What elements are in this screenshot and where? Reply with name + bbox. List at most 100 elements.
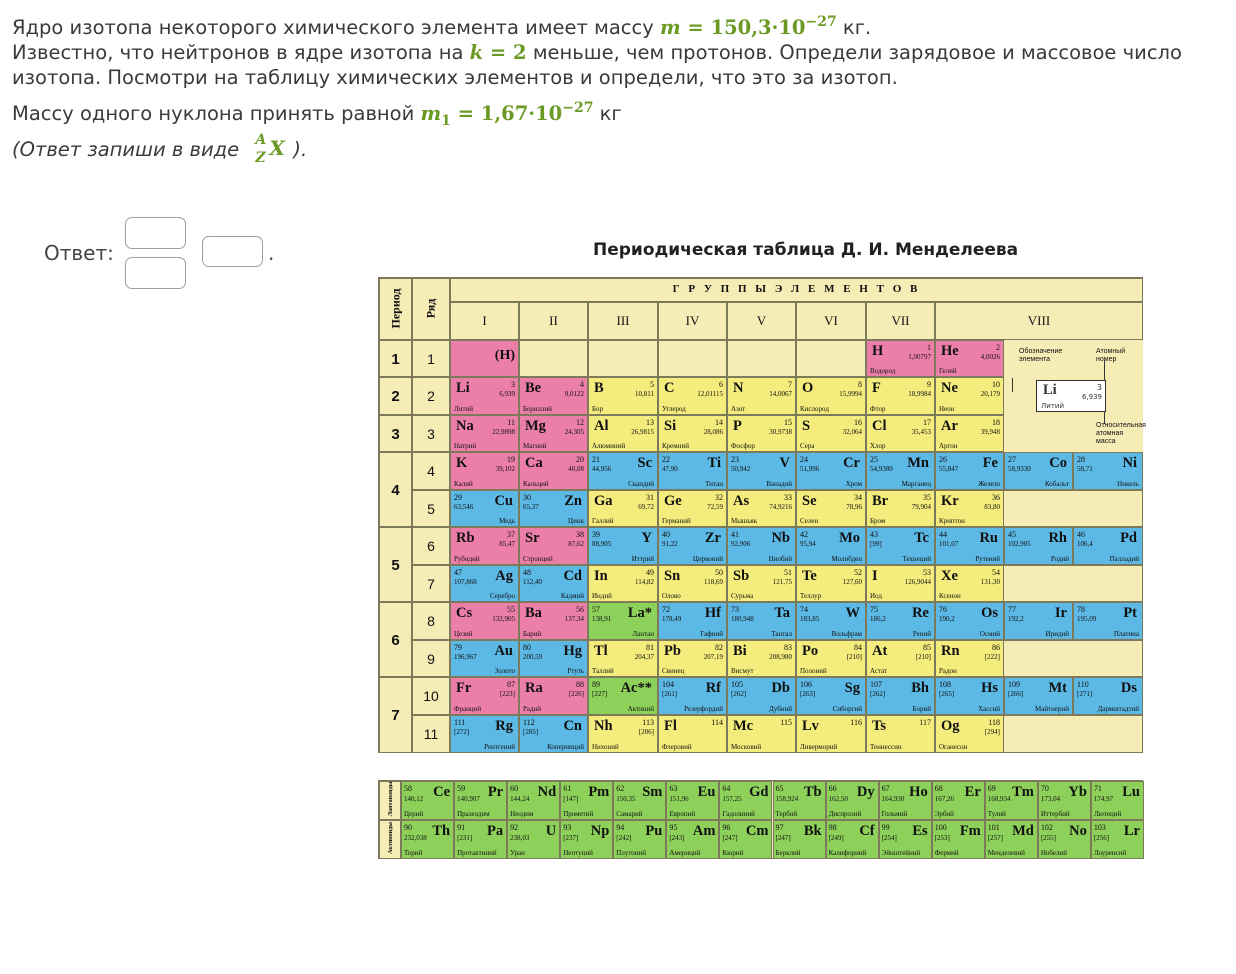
element-Ca[interactable]: Ca 20 40,08 Кальций [519, 452, 588, 490]
element-Db[interactable]: Db 105 [262] Дубний [727, 677, 796, 715]
element-Sr[interactable]: Sr 38 87,62 Стронций [519, 527, 588, 565]
element-Lv[interactable]: Lv 116 Ливерморий [796, 715, 866, 753]
element-P[interactable]: P 15 30,9738 Фосфор [727, 415, 796, 452]
element-Nd[interactable]: 60 Nd 144,24 Неодим [507, 781, 561, 820]
element-Hf[interactable]: Hf 72 178,49 Гафний [658, 602, 727, 640]
element-Nb[interactable]: Nb 41 92,906 Ниобий [727, 527, 796, 565]
element-Sm[interactable]: 62 Sm 150,35 Самарий [613, 781, 667, 820]
element-Lu[interactable]: 71 Lu 174,97 Лютеций [1090, 781, 1144, 820]
element-Pd[interactable]: Pd 46 106,4 Палладий [1073, 527, 1143, 565]
element-Dy[interactable]: 66 Dy 162,50 Диспрозий [825, 781, 879, 820]
element-W[interactable]: W 74 183,85 Вольфрам [796, 602, 866, 640]
element-Rn[interactable]: Rn 86 [222] Радон [935, 640, 1004, 677]
element-Ge[interactable]: Ge 32 72,59 Германий [658, 490, 727, 527]
element-S[interactable]: S 16 32,064 Сера [796, 415, 866, 452]
element-Mn[interactable]: Mn 25 54,9380 Марганец [866, 452, 935, 490]
element-Fl[interactable]: Fl 114 Флеровий [658, 715, 727, 753]
element-K[interactable]: K 19 39,102 Калий [450, 452, 519, 490]
element-Ru[interactable]: Ru 44 101,07 Рутений [935, 527, 1004, 565]
element-Og[interactable]: Og 118 [294] Оганесон [935, 715, 1004, 753]
element-Pu[interactable]: 94 Pu [242] Плутоний [613, 820, 667, 859]
element-Ts[interactable]: Ts 117 Теннессин [866, 715, 935, 753]
element-Sn[interactable]: Sn 50 118,69 Олово [658, 565, 727, 602]
element-Al[interactable]: Al 13 26,9815 Алюминий [588, 415, 658, 452]
element-Tc[interactable]: Tc 43 [99] Технеций [866, 527, 935, 565]
element-Ne[interactable]: Ne 10 20,179 Неон [935, 377, 1004, 415]
element-La[interactable]: La* 57 138,91 Лантан [588, 602, 658, 640]
element-Bk[interactable]: 97 Bk [247] Берклий [772, 820, 826, 859]
element-Ba[interactable]: Ba 56 137,34 Барий [519, 602, 588, 640]
element-Bh[interactable]: Bh 107 [262] Борий [866, 677, 935, 715]
element-Th[interactable]: 90 Th 232,038 Торий [401, 820, 455, 859]
element-Fr[interactable]: Fr 87 [223] Франций [450, 677, 519, 715]
element-Sc[interactable]: Sc 21 44,956 Скандий [588, 452, 658, 490]
element-Cf[interactable]: 98 Cf [249] Калифорний [825, 820, 879, 859]
mass-number-input[interactable] [125, 217, 186, 249]
element-Ra[interactable]: Ra 88 [226] Радий [519, 677, 588, 715]
element-Hg[interactable]: Hg 80 200,59 Ртуть [519, 640, 588, 677]
element-Pt[interactable]: Pt 78 195,09 Платина [1073, 602, 1143, 640]
element-Mg[interactable]: Mg 12 24,305 Магний [519, 415, 588, 452]
element-Na[interactable]: Na 11 22,9898 Натрий [450, 415, 519, 452]
element-Es[interactable]: 99 Es [254] Эйнштейний [878, 820, 932, 859]
element-Rf[interactable]: Rf 104 [261] Резерфордий [658, 677, 727, 715]
element-Fe[interactable]: Fe 26 55,847 Железо [935, 452, 1004, 490]
element-Ag[interactable]: Ag 47 107,868 Серебро [450, 565, 519, 602]
element-Zn[interactable]: Zn 30 65,37 Цинк [519, 490, 588, 527]
element-Ga[interactable]: Ga 31 69,72 Галлий [588, 490, 658, 527]
element-Br[interactable]: Br 35 79,904 Бром [866, 490, 935, 527]
charge-number-input[interactable] [125, 257, 186, 289]
element-Ni[interactable]: Ni 28 58,71 Никель [1073, 452, 1143, 490]
element-symbol-input[interactable] [202, 236, 263, 267]
element-Po[interactable]: Po 84 [210] Полоний [796, 640, 866, 677]
element-He[interactable]: He 2 4,0026 Гелий [935, 340, 1004, 377]
element-H[interactable]: H 1 1,00797 Водород [866, 340, 935, 377]
element-As[interactable]: As 33 74,9216 Мышьяк [727, 490, 796, 527]
element-Md[interactable]: 101 Md [257] Менделевий [984, 820, 1038, 859]
element-Kr[interactable]: Kr 36 83,80 Криптон [935, 490, 1004, 527]
element-Be[interactable]: Be 4 9,0122 Бериллий [519, 377, 588, 415]
element-Xe[interactable]: Xe 54 131,30 Ксенон [935, 565, 1004, 602]
element-Mc[interactable]: Mc 115 Московий [727, 715, 796, 753]
element-Yb[interactable]: 70 Yb 173,04 Иттербий [1037, 781, 1091, 820]
element-In[interactable]: In 49 114,82 Индий [588, 565, 658, 602]
element-Pa[interactable]: 91 Pa [231] Протактиний [454, 820, 508, 859]
element-Sb[interactable]: Sb 51 121,75 Сурьма [727, 565, 796, 602]
element-Se[interactable]: Se 34 78,96 Селен [796, 490, 866, 527]
element-Ir[interactable]: Ir 77 192,2 Иридий [1004, 602, 1073, 640]
element-Ti[interactable]: Ti 22 47,90 Титан [658, 452, 727, 490]
element-Ds[interactable]: Ds 110 [271] Дармштадтий [1073, 677, 1143, 715]
element-Mt[interactable]: Mt 109 [266] Майтнерий [1004, 677, 1073, 715]
element-B[interactable]: B 5 10,811 Бор [588, 377, 658, 415]
element-Cm[interactable]: 96 Cm [247] Кюрий [719, 820, 773, 859]
element-Am[interactable]: 95 Am [243] Америций [666, 820, 720, 859]
element-Cs[interactable]: Cs 55 132,905 Цезий [450, 602, 519, 640]
element-Cd[interactable]: Cd 48 112,40 Кадмий [519, 565, 588, 602]
element-Np[interactable]: 93 Np [237] Нептуний [560, 820, 614, 859]
element-Sg[interactable]: Sg 106 [263] Сиборгий [796, 677, 866, 715]
element-Tb[interactable]: 65 Tb 158,924 Тербий [772, 781, 826, 820]
element-V[interactable]: V 23 50,942 Ванадий [727, 452, 796, 490]
element-Pb[interactable]: Pb 82 207,19 Свинец [658, 640, 727, 677]
element-Co[interactable]: Co 27 58,9330 Кобальт [1004, 452, 1073, 490]
element-Rh[interactable]: Rh 45 102,905 Родий [1004, 527, 1073, 565]
element-Os[interactable]: Os 76 190,2 Осмий [935, 602, 1004, 640]
element-F[interactable]: F 9 18,9984 Фтор [866, 377, 935, 415]
element-Cl[interactable]: Cl 17 35,453 Хлор [866, 415, 935, 452]
element-Au[interactable]: Au 79 196,967 Золото [450, 640, 519, 677]
element-Gd[interactable]: 64 Gd 157,25 Гадолиний [719, 781, 773, 820]
element-Tl[interactable]: Tl 81 204,37 Таллий [588, 640, 658, 677]
element-Ce[interactable]: 58 Ce 140,12 Церий [401, 781, 455, 820]
element-Ac[interactable]: Ac** 89 [227] Актиний [588, 677, 658, 715]
element-Te[interactable]: Te 52 127,60 Теллур [796, 565, 866, 602]
element-Lr[interactable]: 103 Lr [256] Лоуренсий [1090, 820, 1144, 859]
element-Ho[interactable]: 67 Ho 164,930 Гольмий [878, 781, 932, 820]
element-I[interactable]: I 53 126,9044 Иод [866, 565, 935, 602]
element-Rg[interactable]: Rg 111 [272] Рентгений [450, 715, 519, 753]
element-Eu[interactable]: 63 Eu 151,96 Европий [666, 781, 720, 820]
element-Ar[interactable]: Ar 18 39,948 Аргон [935, 415, 1004, 452]
element-Li[interactable]: Li 3 6,939 Литий [450, 377, 519, 415]
element-O[interactable]: O 8 15,9994 Кислород [796, 377, 866, 415]
element-Tm[interactable]: 69 Tm 168,934 Тулий [984, 781, 1038, 820]
element-U[interactable]: 92 U 238,03 Уран [507, 820, 561, 859]
